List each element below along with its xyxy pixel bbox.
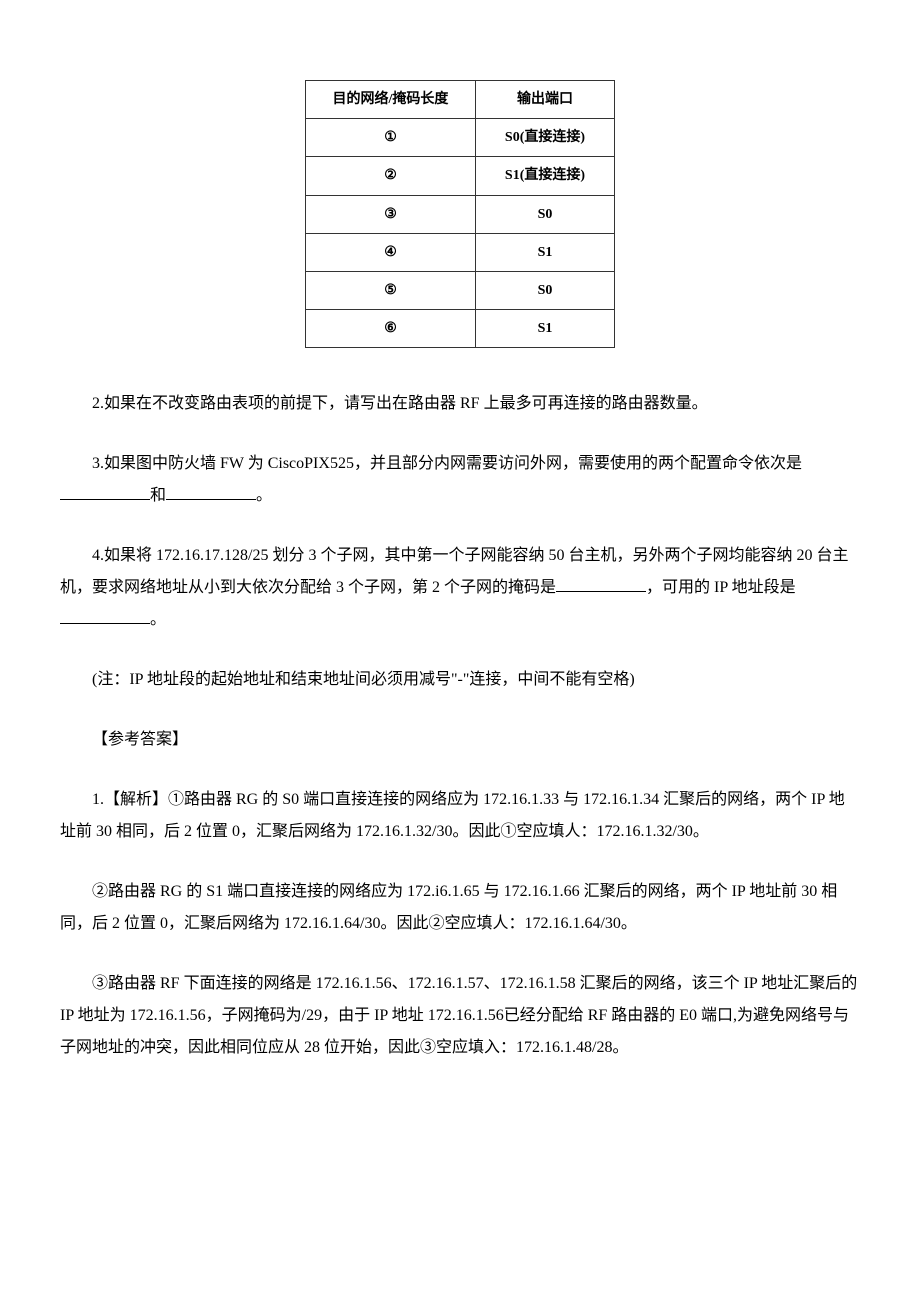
answer-1: 1.【解析】①路由器 RG 的 S0 端口直接连接的网络应为 172.16.1.… xyxy=(60,784,860,848)
table-row: ② S1(直接连接) xyxy=(306,157,615,195)
answer-3: ③路由器 RF 下面连接的网络是 172.16.1.56、172.16.1.57… xyxy=(60,968,860,1064)
q3-end: 。 xyxy=(256,487,272,504)
q3-and: 和 xyxy=(150,487,166,504)
blank-field xyxy=(60,484,150,500)
routing-table: 目的网络/掩码长度 输出端口 ① S0(直接连接) ② S1(直接连接) ③ S… xyxy=(305,80,615,348)
note-text: (注：IP 地址段的起始地址和结束地址间必须用减号"-"连接，中间不能有空格) xyxy=(60,664,860,696)
header-output-port: 输出端口 xyxy=(475,81,614,119)
table-row: ① S0(直接连接) xyxy=(306,119,615,157)
cell-port-3: S0 xyxy=(475,195,614,233)
cell-port-4: S1 xyxy=(475,233,614,271)
table-header-row: 目的网络/掩码长度 输出端口 xyxy=(306,81,615,119)
cell-port-1: S0(直接连接) xyxy=(475,119,614,157)
header-dest-network: 目的网络/掩码长度 xyxy=(306,81,476,119)
question-4: 4.如果将 172.16.17.128/25 划分 3 个子网，其中第一个子网能… xyxy=(60,540,860,636)
q4-mid: ，可用的 IP 地址段是 xyxy=(646,579,796,596)
cell-port-2: S1(直接连接) xyxy=(475,157,614,195)
table-row: ④ S1 xyxy=(306,233,615,271)
table-row: ⑥ S1 xyxy=(306,310,615,348)
q4-end: 。 xyxy=(150,611,166,628)
blank-field xyxy=(60,608,150,624)
answer-header: 【参考答案】 xyxy=(60,724,860,756)
cell-dest-2: ② xyxy=(306,157,476,195)
answer-2: ②路由器 RG 的 S1 端口直接连接的网络应为 172.i6.1.65 与 1… xyxy=(60,876,860,940)
cell-dest-1: ① xyxy=(306,119,476,157)
cell-port-6: S1 xyxy=(475,310,614,348)
table-row: ③ S0 xyxy=(306,195,615,233)
cell-dest-4: ④ xyxy=(306,233,476,271)
question-3: 3.如果图中防火墙 FW 为 CiscoPIX525，并且部分内网需要访问外网，… xyxy=(60,448,860,512)
cell-dest-3: ③ xyxy=(306,195,476,233)
blank-field xyxy=(556,576,646,592)
cell-dest-6: ⑥ xyxy=(306,310,476,348)
blank-field xyxy=(166,484,256,500)
cell-dest-5: ⑤ xyxy=(306,271,476,309)
cell-port-5: S0 xyxy=(475,271,614,309)
question-2: 2.如果在不改变路由表项的前提下，请写出在路由器 RF 上最多可再连接的路由器数… xyxy=(60,388,860,420)
q3-text-1: 3.如果图中防火墙 FW 为 CiscoPIX525，并且部分内网需要访问外网，… xyxy=(92,455,802,472)
table-row: ⑤ S0 xyxy=(306,271,615,309)
